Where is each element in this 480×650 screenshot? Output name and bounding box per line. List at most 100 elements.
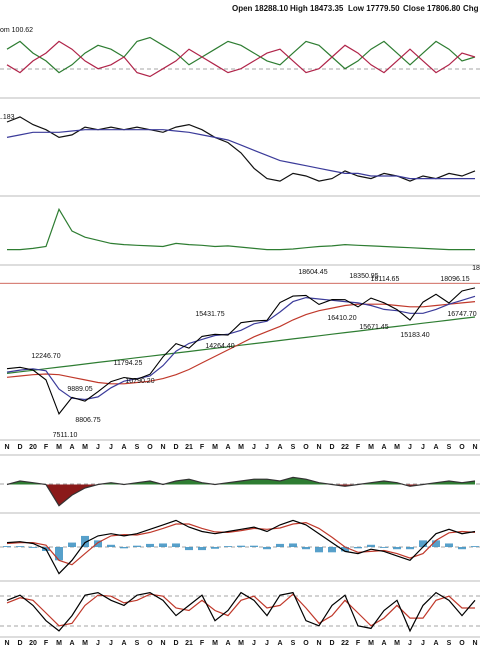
histogram-bar [146, 543, 154, 547]
histogram-bar [354, 547, 362, 549]
x-tick-label: M [394, 444, 400, 451]
series-line [6, 593, 475, 627]
panel-label: 1.183 [0, 114, 15, 121]
histogram-bar [29, 547, 37, 548]
x-tick-label: M [82, 444, 88, 451]
x-tick-label: J [265, 640, 269, 647]
x-tick-label: J [109, 640, 113, 647]
price-annotation: 10790.20 [125, 378, 154, 385]
x-tick-label: A [381, 640, 386, 647]
histogram-bar [263, 547, 271, 550]
x-tick-label: 21 [185, 444, 193, 451]
x-tick-label: D [17, 444, 22, 451]
series-line [6, 591, 476, 633]
histogram-bar [172, 543, 180, 547]
histogram-bar [55, 547, 63, 561]
x-tick-label: A [433, 444, 438, 451]
histogram-bar [185, 547, 193, 551]
x-tick-label: A [277, 640, 282, 647]
histogram-bar [94, 540, 102, 547]
series-line [6, 301, 476, 385]
x-tick-label: J [109, 444, 113, 451]
price-annotation: 15671.45 [359, 324, 388, 331]
series-line [6, 36, 476, 74]
x-tick-label: S [135, 444, 140, 451]
x-tick-label: N [472, 444, 477, 451]
x-tick-label: A [121, 444, 126, 451]
x-tick-label: O [303, 444, 309, 451]
price-annotation: 15431.75 [195, 311, 224, 318]
price-annotation: 18604.45 [298, 269, 327, 276]
series-line [6, 116, 476, 182]
x-tick-label: S [447, 640, 452, 647]
x-tick-label: N [4, 444, 9, 451]
header-high: High 18473.35 [290, 4, 344, 13]
header-change: Chg [463, 4, 479, 13]
x-tick-label: F [44, 640, 49, 647]
x-tick-label: A [225, 444, 230, 451]
histogram-bar [393, 547, 401, 550]
x-tick-label: M [368, 640, 374, 647]
series-line [6, 287, 476, 416]
x-tick-label: J [96, 640, 100, 647]
price-annotation: 14264.40 [205, 343, 234, 350]
histogram-bar [432, 540, 440, 547]
histogram-bar [406, 547, 414, 550]
x-tick-label: 20 [29, 640, 37, 647]
histogram-bar [367, 544, 375, 547]
x-tick-label: M [238, 444, 244, 451]
histogram-bar [133, 545, 141, 547]
x-tick-label: S [291, 444, 296, 451]
x-tick-label: O [147, 444, 153, 451]
price-annotation: 18350.95 [349, 273, 378, 280]
histogram-bar [81, 535, 89, 547]
x-tick-label: N [4, 640, 9, 647]
price-annotation: 9889.05 [67, 386, 92, 393]
x-tick-label: M [56, 640, 62, 647]
x-tick-label: O [147, 640, 153, 647]
x-tick-label: O [303, 640, 309, 647]
x-tick-label: 22 [341, 640, 349, 647]
price-annotation: 18114.65 [371, 276, 400, 283]
x-tick-label: S [447, 444, 452, 451]
histogram-bar [315, 547, 323, 553]
x-tick-label: A [225, 640, 230, 647]
x-tick-label: D [17, 640, 22, 647]
series-line [6, 316, 476, 374]
x-tick-label: M [212, 444, 218, 451]
price-annotation: 15183.40 [400, 332, 429, 339]
x-tick-label: M [394, 640, 400, 647]
histogram-bar [16, 546, 24, 547]
header-low: Low 17779.50 [348, 4, 400, 13]
series-line [6, 40, 476, 78]
histogram-bar [289, 543, 297, 547]
x-tick-label: M [82, 640, 88, 647]
price-annotation: 16747.70 [447, 311, 476, 318]
x-tick-label: 22 [341, 444, 349, 451]
x-tick-label: A [69, 444, 74, 451]
histogram-bar [224, 546, 232, 547]
x-tick-label: M [238, 640, 244, 647]
x-tick-label: F [200, 640, 205, 647]
histogram-bar [120, 547, 128, 549]
x-tick-label: F [356, 444, 361, 451]
x-tick-label: A [381, 444, 386, 451]
histogram-bar [211, 547, 219, 549]
x-tick-label: J [408, 444, 412, 451]
x-tick-label: J [421, 444, 425, 451]
x-tick-label: N [160, 444, 165, 451]
x-tick-label: N [160, 640, 165, 647]
price-annotation: 8806.75 [75, 417, 100, 424]
histogram-bar [237, 545, 245, 547]
x-tick-label: A [121, 640, 126, 647]
histogram-bar [302, 547, 310, 550]
x-tick-label: A [277, 444, 282, 451]
x-tick-label: J [96, 444, 100, 451]
price-annotation: 11794.25 [114, 360, 143, 367]
price-annotation: 12246.70 [31, 353, 60, 360]
series-line [6, 521, 476, 566]
histogram-bar [445, 543, 453, 547]
x-tick-label: S [135, 640, 140, 647]
histogram-bar [159, 543, 167, 547]
